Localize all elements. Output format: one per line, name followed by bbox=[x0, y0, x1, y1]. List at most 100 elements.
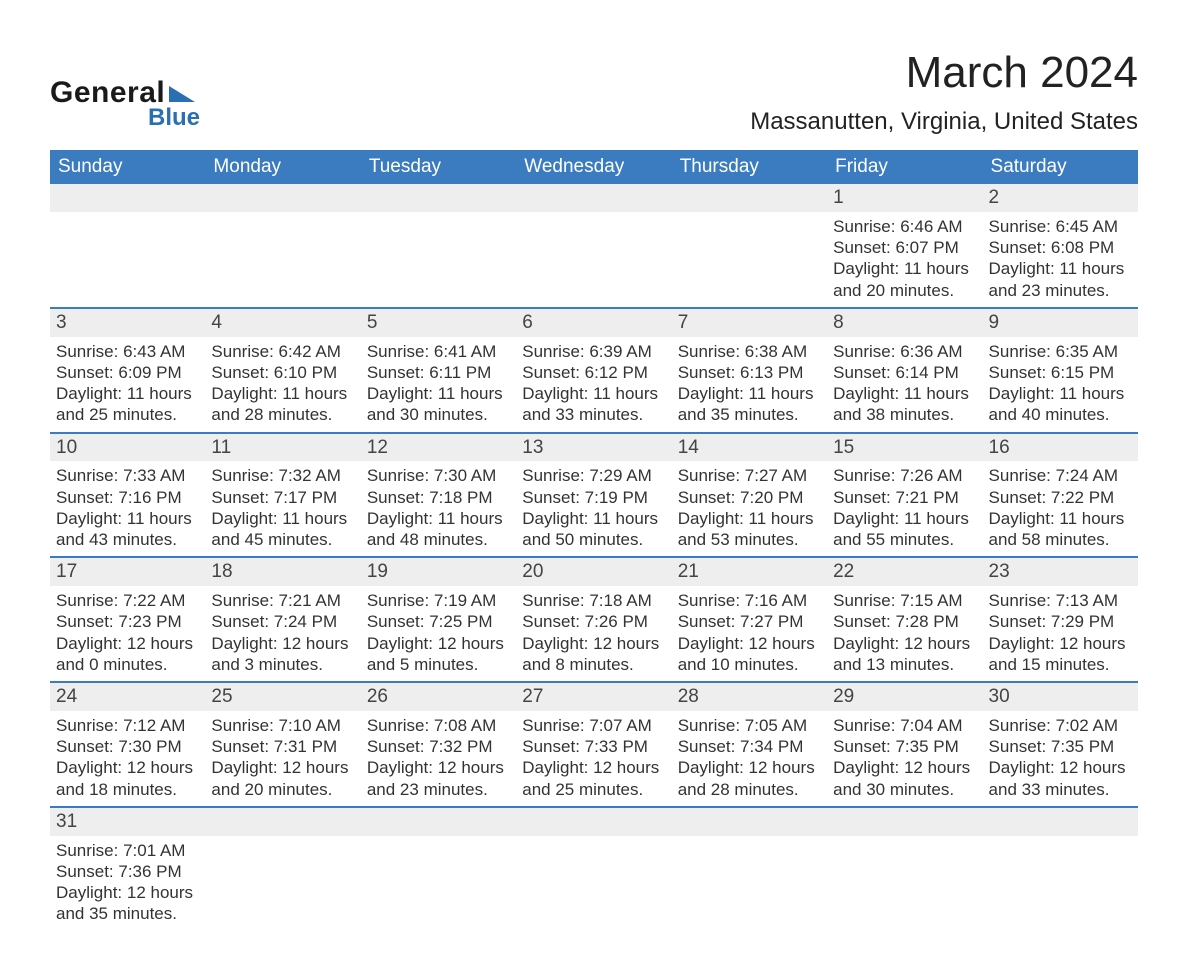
calendar-day-cell: 12Sunrise: 7:30 AMSunset: 7:18 PMDayligh… bbox=[361, 433, 516, 558]
sunrise-line: Sunrise: 6:39 AM bbox=[522, 341, 665, 362]
day-number: 23 bbox=[983, 558, 1138, 586]
daylight-line: Daylight: 11 hours and 43 minutes. bbox=[56, 508, 199, 551]
location-subtitle: Massanutten, Virginia, United States bbox=[750, 108, 1138, 136]
daylight-line: Daylight: 11 hours and 38 minutes. bbox=[833, 383, 976, 426]
day-data: Sunrise: 7:19 AMSunset: 7:25 PMDaylight:… bbox=[361, 586, 516, 681]
brand-logo: General Blue bbox=[50, 48, 200, 132]
sunrise-line: Sunrise: 7:30 AM bbox=[367, 465, 510, 486]
sunrise-line: Sunrise: 6:35 AM bbox=[989, 341, 1132, 362]
calendar-day-cell: 8Sunrise: 6:36 AMSunset: 6:14 PMDaylight… bbox=[827, 308, 982, 433]
calendar-day-cell: 10Sunrise: 7:33 AMSunset: 7:16 PMDayligh… bbox=[50, 433, 205, 558]
daylight-line: Daylight: 12 hours and 15 minutes. bbox=[989, 633, 1132, 676]
sunset-line: Sunset: 6:12 PM bbox=[522, 362, 665, 383]
sunset-line: Sunset: 7:17 PM bbox=[211, 487, 354, 508]
daylight-line: Daylight: 11 hours and 40 minutes. bbox=[989, 383, 1132, 426]
day-data: Sunrise: 7:16 AMSunset: 7:27 PMDaylight:… bbox=[672, 586, 827, 681]
day-data bbox=[205, 212, 360, 292]
calendar-day-cell: 19Sunrise: 7:19 AMSunset: 7:25 PMDayligh… bbox=[361, 557, 516, 682]
daylight-line: Daylight: 11 hours and 58 minutes. bbox=[989, 508, 1132, 551]
sunrise-line: Sunrise: 6:38 AM bbox=[678, 341, 821, 362]
daylight-line: Daylight: 11 hours and 28 minutes. bbox=[211, 383, 354, 426]
calendar-day-cell: 28Sunrise: 7:05 AMSunset: 7:34 PMDayligh… bbox=[672, 682, 827, 807]
calendar-body: 1Sunrise: 6:46 AMSunset: 6:07 PMDaylight… bbox=[50, 184, 1138, 931]
daylight-line: Daylight: 12 hours and 28 minutes. bbox=[678, 757, 821, 800]
weekday-header: Saturday bbox=[983, 150, 1138, 184]
daylight-line: Daylight: 11 hours and 33 minutes. bbox=[522, 383, 665, 426]
daylight-line: Daylight: 12 hours and 5 minutes. bbox=[367, 633, 510, 676]
sunset-line: Sunset: 7:31 PM bbox=[211, 736, 354, 757]
calendar-day-cell: 13Sunrise: 7:29 AMSunset: 7:19 PMDayligh… bbox=[516, 433, 671, 558]
sunrise-line: Sunrise: 6:41 AM bbox=[367, 341, 510, 362]
day-data: Sunrise: 7:18 AMSunset: 7:26 PMDaylight:… bbox=[516, 586, 671, 681]
brand-line2: Blue bbox=[148, 104, 200, 132]
sunrise-line: Sunrise: 7:12 AM bbox=[56, 715, 199, 736]
calendar-week-row: 1Sunrise: 6:46 AMSunset: 6:07 PMDaylight… bbox=[50, 184, 1138, 308]
sunrise-line: Sunrise: 7:10 AM bbox=[211, 715, 354, 736]
sunrise-line: Sunrise: 7:08 AM bbox=[367, 715, 510, 736]
day-data bbox=[516, 212, 671, 292]
sunset-line: Sunset: 6:09 PM bbox=[56, 362, 199, 383]
daylight-line: Daylight: 11 hours and 30 minutes. bbox=[367, 383, 510, 426]
calendar-day-cell: 30Sunrise: 7:02 AMSunset: 7:35 PMDayligh… bbox=[983, 682, 1138, 807]
daylight-line: Daylight: 12 hours and 25 minutes. bbox=[522, 757, 665, 800]
calendar-day-cell bbox=[672, 184, 827, 308]
weekday-header: Thursday bbox=[672, 150, 827, 184]
day-data: Sunrise: 6:35 AMSunset: 6:15 PMDaylight:… bbox=[983, 337, 1138, 432]
calendar-day-cell bbox=[672, 807, 827, 931]
day-number: 10 bbox=[50, 434, 205, 462]
day-data: Sunrise: 7:13 AMSunset: 7:29 PMDaylight:… bbox=[983, 586, 1138, 681]
sunset-line: Sunset: 7:22 PM bbox=[989, 487, 1132, 508]
calendar-day-cell: 18Sunrise: 7:21 AMSunset: 7:24 PMDayligh… bbox=[205, 557, 360, 682]
sunrise-line: Sunrise: 6:46 AM bbox=[833, 216, 976, 237]
sunrise-line: Sunrise: 6:43 AM bbox=[56, 341, 199, 362]
calendar-week-row: 31Sunrise: 7:01 AMSunset: 7:36 PMDayligh… bbox=[50, 807, 1138, 931]
sunrise-line: Sunrise: 7:21 AM bbox=[211, 590, 354, 611]
daylight-line: Daylight: 12 hours and 0 minutes. bbox=[56, 633, 199, 676]
calendar-day-cell bbox=[50, 184, 205, 308]
weekday-header-row: Sunday Monday Tuesday Wednesday Thursday… bbox=[50, 150, 1138, 184]
day-number: 25 bbox=[205, 683, 360, 711]
day-data: Sunrise: 7:29 AMSunset: 7:19 PMDaylight:… bbox=[516, 461, 671, 556]
day-data: Sunrise: 7:02 AMSunset: 7:35 PMDaylight:… bbox=[983, 711, 1138, 806]
day-number: 18 bbox=[205, 558, 360, 586]
day-number bbox=[361, 184, 516, 212]
day-data: Sunrise: 7:07 AMSunset: 7:33 PMDaylight:… bbox=[516, 711, 671, 806]
sunset-line: Sunset: 7:34 PM bbox=[678, 736, 821, 757]
day-data: Sunrise: 7:01 AMSunset: 7:36 PMDaylight:… bbox=[50, 836, 205, 931]
day-number bbox=[827, 808, 982, 836]
daylight-line: Daylight: 12 hours and 20 minutes. bbox=[211, 757, 354, 800]
sunrise-line: Sunrise: 7:27 AM bbox=[678, 465, 821, 486]
day-data: Sunrise: 7:21 AMSunset: 7:24 PMDaylight:… bbox=[205, 586, 360, 681]
daylight-line: Daylight: 11 hours and 25 minutes. bbox=[56, 383, 199, 426]
sunrise-line: Sunrise: 7:15 AM bbox=[833, 590, 976, 611]
sunset-line: Sunset: 6:15 PM bbox=[989, 362, 1132, 383]
calendar-day-cell bbox=[983, 807, 1138, 931]
daylight-line: Daylight: 11 hours and 35 minutes. bbox=[678, 383, 821, 426]
day-data: Sunrise: 6:46 AMSunset: 6:07 PMDaylight:… bbox=[827, 212, 982, 307]
calendar-day-cell: 24Sunrise: 7:12 AMSunset: 7:30 PMDayligh… bbox=[50, 682, 205, 807]
day-data: Sunrise: 6:39 AMSunset: 6:12 PMDaylight:… bbox=[516, 337, 671, 432]
sunrise-line: Sunrise: 7:32 AM bbox=[211, 465, 354, 486]
topbar: General Blue March 2024 Massanutten, Vir… bbox=[50, 48, 1138, 142]
day-number: 9 bbox=[983, 309, 1138, 337]
day-number bbox=[50, 184, 205, 212]
daylight-line: Daylight: 11 hours and 55 minutes. bbox=[833, 508, 976, 551]
sunset-line: Sunset: 7:26 PM bbox=[522, 611, 665, 632]
day-data: Sunrise: 7:15 AMSunset: 7:28 PMDaylight:… bbox=[827, 586, 982, 681]
day-number: 19 bbox=[361, 558, 516, 586]
weekday-header: Sunday bbox=[50, 150, 205, 184]
day-data: Sunrise: 7:08 AMSunset: 7:32 PMDaylight:… bbox=[361, 711, 516, 806]
daylight-line: Daylight: 12 hours and 8 minutes. bbox=[522, 633, 665, 676]
sunrise-line: Sunrise: 7:16 AM bbox=[678, 590, 821, 611]
day-data: Sunrise: 6:38 AMSunset: 6:13 PMDaylight:… bbox=[672, 337, 827, 432]
sunset-line: Sunset: 6:08 PM bbox=[989, 237, 1132, 258]
sunset-line: Sunset: 7:27 PM bbox=[678, 611, 821, 632]
calendar-day-cell: 14Sunrise: 7:27 AMSunset: 7:20 PMDayligh… bbox=[672, 433, 827, 558]
day-number: 21 bbox=[672, 558, 827, 586]
sunrise-line: Sunrise: 7:19 AM bbox=[367, 590, 510, 611]
calendar-week-row: 10Sunrise: 7:33 AMSunset: 7:16 PMDayligh… bbox=[50, 433, 1138, 558]
day-data: Sunrise: 7:32 AMSunset: 7:17 PMDaylight:… bbox=[205, 461, 360, 556]
daylight-line: Daylight: 12 hours and 35 minutes. bbox=[56, 882, 199, 925]
calendar-day-cell: 31Sunrise: 7:01 AMSunset: 7:36 PMDayligh… bbox=[50, 807, 205, 931]
calendar-day-cell bbox=[361, 184, 516, 308]
